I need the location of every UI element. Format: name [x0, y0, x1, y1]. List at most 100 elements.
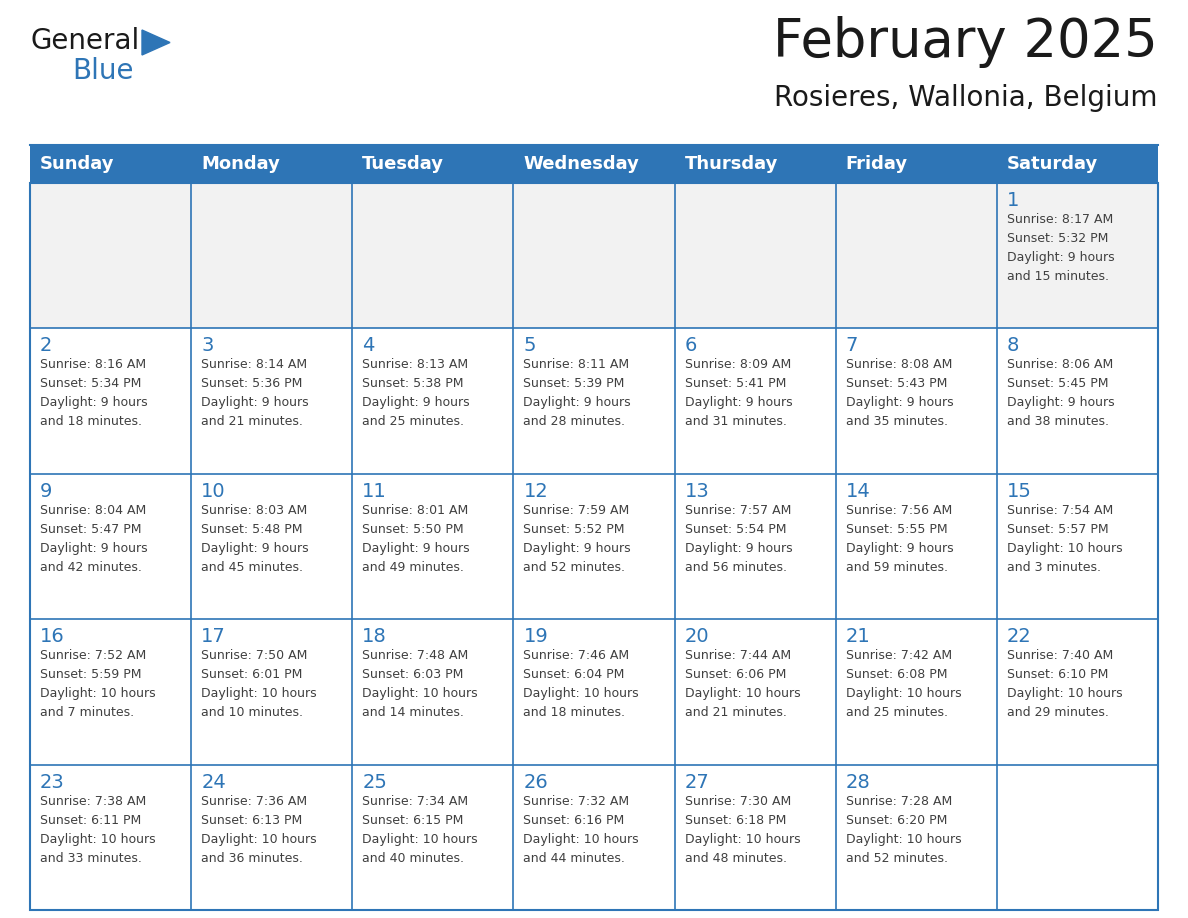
Text: and 25 minutes.: and 25 minutes. [846, 706, 948, 719]
Text: Sunset: 6:11 PM: Sunset: 6:11 PM [40, 813, 141, 826]
Text: Blue: Blue [72, 57, 133, 85]
Text: 22: 22 [1007, 627, 1031, 646]
Text: Daylight: 10 hours: Daylight: 10 hours [1007, 542, 1123, 554]
Text: and 31 minutes.: and 31 minutes. [684, 416, 786, 429]
Text: 17: 17 [201, 627, 226, 646]
Text: and 7 minutes.: and 7 minutes. [40, 706, 134, 719]
Text: Daylight: 9 hours: Daylight: 9 hours [201, 397, 309, 409]
Text: Sunrise: 7:40 AM: Sunrise: 7:40 AM [1007, 649, 1113, 662]
Text: 20: 20 [684, 627, 709, 646]
Text: Sunset: 5:36 PM: Sunset: 5:36 PM [201, 377, 303, 390]
Text: Sunrise: 7:44 AM: Sunrise: 7:44 AM [684, 649, 791, 662]
Text: Sunset: 5:39 PM: Sunset: 5:39 PM [524, 377, 625, 390]
Text: 11: 11 [362, 482, 387, 501]
Text: 9: 9 [40, 482, 52, 501]
Text: Daylight: 9 hours: Daylight: 9 hours [1007, 251, 1114, 264]
Polygon shape [143, 30, 170, 55]
Text: 16: 16 [40, 627, 65, 646]
Text: and 21 minutes.: and 21 minutes. [684, 706, 786, 719]
Text: Sunset: 6:03 PM: Sunset: 6:03 PM [362, 668, 463, 681]
Text: Sunrise: 8:17 AM: Sunrise: 8:17 AM [1007, 213, 1113, 226]
Text: Sunrise: 8:09 AM: Sunrise: 8:09 AM [684, 358, 791, 372]
Text: and 40 minutes.: and 40 minutes. [362, 852, 465, 865]
Text: Daylight: 10 hours: Daylight: 10 hours [846, 688, 961, 700]
Text: and 38 minutes.: and 38 minutes. [1007, 416, 1108, 429]
Bar [30, 145, 1158, 183]
Text: 19: 19 [524, 627, 548, 646]
Text: Wednesday: Wednesday [524, 155, 639, 173]
Text: Sunset: 6:08 PM: Sunset: 6:08 PM [846, 668, 947, 681]
Text: and 42 minutes.: and 42 minutes. [40, 561, 141, 574]
Text: Friday: Friday [846, 155, 908, 173]
Text: and 56 minutes.: and 56 minutes. [684, 561, 786, 574]
Text: and 29 minutes.: and 29 minutes. [1007, 706, 1108, 719]
Text: Sunrise: 7:48 AM: Sunrise: 7:48 AM [362, 649, 468, 662]
Text: and 21 minutes.: and 21 minutes. [201, 416, 303, 429]
Text: Daylight: 10 hours: Daylight: 10 hours [40, 833, 156, 845]
Text: Sunrise: 8:14 AM: Sunrise: 8:14 AM [201, 358, 308, 372]
Text: Sunset: 5:50 PM: Sunset: 5:50 PM [362, 522, 463, 536]
Text: Sunday: Sunday [40, 155, 114, 173]
Text: 15: 15 [1007, 482, 1031, 501]
Text: Daylight: 10 hours: Daylight: 10 hours [524, 688, 639, 700]
Text: Sunrise: 7:42 AM: Sunrise: 7:42 AM [846, 649, 952, 662]
Text: Tuesday: Tuesday [362, 155, 444, 173]
Text: Rosieres, Wallonia, Belgium: Rosieres, Wallonia, Belgium [775, 84, 1158, 112]
Text: 14: 14 [846, 482, 871, 501]
Text: Sunset: 5:48 PM: Sunset: 5:48 PM [201, 522, 303, 536]
Text: 24: 24 [201, 773, 226, 791]
Text: Sunrise: 7:56 AM: Sunrise: 7:56 AM [846, 504, 952, 517]
Text: Daylight: 9 hours: Daylight: 9 hours [524, 397, 631, 409]
Text: Sunset: 5:41 PM: Sunset: 5:41 PM [684, 377, 786, 390]
Text: Daylight: 10 hours: Daylight: 10 hours [1007, 688, 1123, 700]
Text: Thursday: Thursday [684, 155, 778, 173]
Text: Sunset: 6:10 PM: Sunset: 6:10 PM [1007, 668, 1108, 681]
Text: 25: 25 [362, 773, 387, 791]
Text: Daylight: 9 hours: Daylight: 9 hours [684, 542, 792, 554]
Text: Monday: Monday [201, 155, 280, 173]
Text: and 10 minutes.: and 10 minutes. [201, 706, 303, 719]
Text: Daylight: 9 hours: Daylight: 9 hours [201, 542, 309, 554]
Text: Sunset: 6:04 PM: Sunset: 6:04 PM [524, 668, 625, 681]
Text: and 52 minutes.: and 52 minutes. [524, 561, 625, 574]
Text: and 49 minutes.: and 49 minutes. [362, 561, 465, 574]
Text: and 36 minutes.: and 36 minutes. [201, 852, 303, 865]
Text: Daylight: 10 hours: Daylight: 10 hours [362, 833, 478, 845]
Text: Saturday: Saturday [1007, 155, 1098, 173]
Text: and 3 minutes.: and 3 minutes. [1007, 561, 1101, 574]
Text: Sunrise: 7:54 AM: Sunrise: 7:54 AM [1007, 504, 1113, 517]
Text: Sunrise: 7:36 AM: Sunrise: 7:36 AM [201, 795, 308, 808]
Text: 12: 12 [524, 482, 548, 501]
Text: Sunrise: 8:03 AM: Sunrise: 8:03 AM [201, 504, 308, 517]
Text: Sunset: 5:38 PM: Sunset: 5:38 PM [362, 377, 463, 390]
Text: February 2025: February 2025 [773, 16, 1158, 68]
Text: Sunrise: 8:13 AM: Sunrise: 8:13 AM [362, 358, 468, 372]
Text: 21: 21 [846, 627, 871, 646]
Text: 23: 23 [40, 773, 65, 791]
Text: 4: 4 [362, 336, 374, 355]
Text: Daylight: 10 hours: Daylight: 10 hours [524, 833, 639, 845]
Text: Sunset: 6:13 PM: Sunset: 6:13 PM [201, 813, 303, 826]
Text: 26: 26 [524, 773, 548, 791]
Text: Sunrise: 7:32 AM: Sunrise: 7:32 AM [524, 795, 630, 808]
Text: and 45 minutes.: and 45 minutes. [201, 561, 303, 574]
Text: and 35 minutes.: and 35 minutes. [846, 416, 948, 429]
Text: Sunset: 6:01 PM: Sunset: 6:01 PM [201, 668, 303, 681]
Text: 8: 8 [1007, 336, 1019, 355]
Text: Daylight: 9 hours: Daylight: 9 hours [846, 542, 953, 554]
Text: and 33 minutes.: and 33 minutes. [40, 852, 141, 865]
Text: 27: 27 [684, 773, 709, 791]
Text: Daylight: 9 hours: Daylight: 9 hours [1007, 397, 1114, 409]
Text: Sunrise: 8:08 AM: Sunrise: 8:08 AM [846, 358, 952, 372]
Text: Daylight: 9 hours: Daylight: 9 hours [362, 397, 470, 409]
Text: 1: 1 [1007, 191, 1019, 210]
Text: General: General [30, 27, 139, 55]
Text: 5: 5 [524, 336, 536, 355]
Text: Sunrise: 7:30 AM: Sunrise: 7:30 AM [684, 795, 791, 808]
Text: Daylight: 10 hours: Daylight: 10 hours [846, 833, 961, 845]
Text: Sunset: 5:52 PM: Sunset: 5:52 PM [524, 522, 625, 536]
Text: Sunrise: 7:52 AM: Sunrise: 7:52 AM [40, 649, 146, 662]
Text: 7: 7 [846, 336, 858, 355]
Text: Sunrise: 8:11 AM: Sunrise: 8:11 AM [524, 358, 630, 372]
Text: Daylight: 10 hours: Daylight: 10 hours [362, 688, 478, 700]
